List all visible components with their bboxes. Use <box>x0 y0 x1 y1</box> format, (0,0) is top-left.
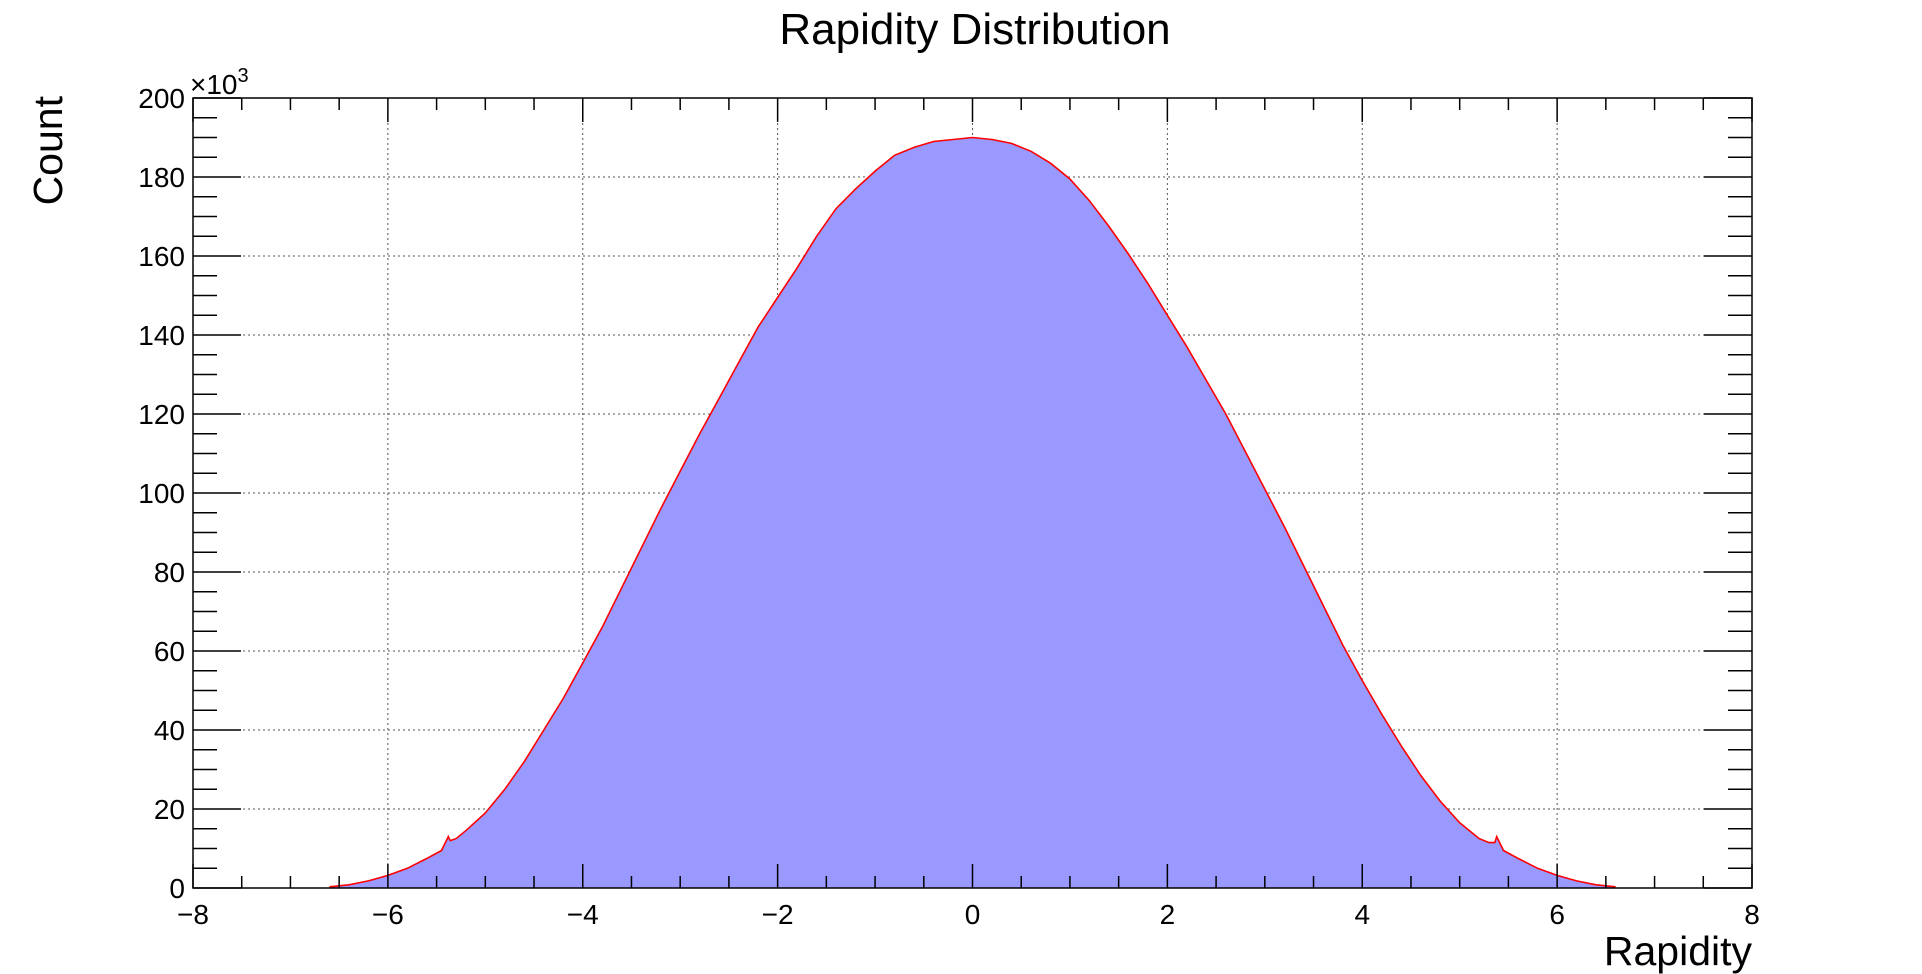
histogram-layer <box>329 136 1616 888</box>
y-tick-label: 160 <box>138 241 185 272</box>
y-tick-label: 120 <box>138 399 185 430</box>
x-tick-label: −4 <box>567 899 599 930</box>
y-tick-label: 180 <box>138 162 185 193</box>
x-tick-label: 4 <box>1354 899 1370 930</box>
x-tick-label: −8 <box>177 899 209 930</box>
y-tick-label: 60 <box>154 636 185 667</box>
x-axis-label: Rapidity <box>1604 928 1753 974</box>
y-tick-label: 200 <box>138 83 185 114</box>
x-tick-label: −2 <box>762 899 794 930</box>
y-axis-label: Count <box>25 95 71 205</box>
y-tick-label: 80 <box>154 557 185 588</box>
axis-ticks <box>192 97 1753 889</box>
y-tick-label: 0 <box>169 873 185 904</box>
y-axis-multiplier: ×103 <box>190 65 249 100</box>
x-tick-label: 2 <box>1160 899 1176 930</box>
histogram-fill <box>329 137 1616 888</box>
chart-title: Rapidity Distribution <box>779 5 1170 54</box>
x-tick-label: −6 <box>372 899 404 930</box>
x-tick-label: 6 <box>1549 899 1565 930</box>
y-tick-label: 100 <box>138 478 185 509</box>
y-tick-label: 140 <box>138 320 185 351</box>
histogram-outline <box>329 136 1616 888</box>
y-tick-label: 40 <box>154 715 185 746</box>
x-tick-label: 8 <box>1744 899 1760 930</box>
x-tick-label: 0 <box>965 899 981 930</box>
y-tick-label: 20 <box>154 794 185 825</box>
